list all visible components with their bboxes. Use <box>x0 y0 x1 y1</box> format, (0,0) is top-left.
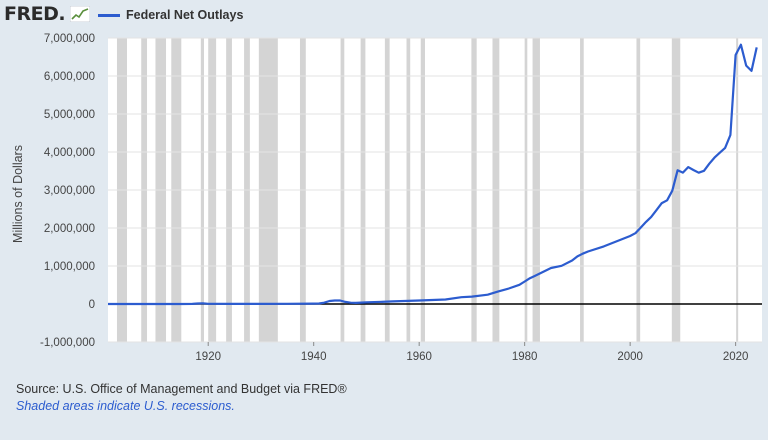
data-point <box>666 199 668 201</box>
data-point <box>207 303 209 305</box>
data-point <box>576 255 578 257</box>
graph-icon <box>70 6 90 22</box>
data-point <box>634 232 636 234</box>
data-point <box>328 300 330 302</box>
x-axis-ticks: 1920 1940 1960 1980 2000 2020 <box>195 342 748 363</box>
y-tick-label: 2,000,000 <box>44 223 95 235</box>
data-point <box>703 170 705 172</box>
x-tick-label: 1960 <box>406 351 432 363</box>
x-tick-label: 1940 <box>301 351 327 363</box>
data-point <box>756 46 758 48</box>
data-point <box>128 303 130 305</box>
chart-legend[interactable]: Federal Net Outlays <box>98 8 243 22</box>
line-chart[interactable]: -1,000,000 0 1,000,000 2,000,000 3,000,000 4,… <box>0 24 768 364</box>
data-point <box>713 156 715 158</box>
data-point <box>571 259 573 261</box>
recession-note: Shaded areas indicate U.S. recessions. <box>16 399 235 413</box>
data-point <box>671 189 673 191</box>
y-axis-ticks: -1,000,000 0 1,000,000 2,000,000 3,000,000 4,… <box>40 33 95 349</box>
data-point <box>745 64 747 66</box>
y-tick-label: 0 <box>89 299 95 311</box>
legend-series-label: Federal Net Outlays <box>126 8 244 22</box>
fred-logo-dot: . <box>58 3 66 25</box>
data-point <box>518 284 520 286</box>
data-point <box>581 252 583 254</box>
data-point <box>550 267 552 269</box>
legend-swatch <box>98 13 120 17</box>
y-tick-label: 1,000,000 <box>44 261 95 273</box>
data-point <box>629 235 631 237</box>
data-point <box>734 54 736 56</box>
data-point <box>497 290 499 292</box>
data-point <box>740 44 742 46</box>
data-point <box>312 302 314 304</box>
data-point <box>202 302 204 304</box>
data-point <box>418 299 420 301</box>
data-point <box>212 303 214 305</box>
y-tick-label: -1,000,000 <box>40 337 95 349</box>
data-point <box>349 301 351 303</box>
data-point <box>523 280 525 282</box>
y-tick-label: 4,000,000 <box>44 147 95 159</box>
data-point <box>355 302 357 304</box>
data-point <box>560 265 562 267</box>
data-point <box>692 169 694 171</box>
data-point <box>508 287 510 289</box>
data-point <box>487 293 489 295</box>
data-point <box>107 303 109 305</box>
data-point <box>650 216 652 218</box>
data-point <box>534 274 536 276</box>
y-tick-label: 5,000,000 <box>44 109 95 121</box>
source-text: Source: U.S. Office of Management and Bu… <box>16 382 347 396</box>
data-point <box>529 277 531 279</box>
data-point <box>181 303 183 305</box>
data-point <box>587 250 589 252</box>
data-point <box>661 202 663 204</box>
data-point <box>655 209 657 211</box>
data-point <box>339 299 341 301</box>
data-point <box>444 298 446 300</box>
data-point <box>260 303 262 305</box>
data-point <box>687 166 689 168</box>
data-point <box>645 221 647 223</box>
data-point <box>729 134 731 136</box>
data-point <box>196 302 198 304</box>
data-point <box>708 163 710 165</box>
data-point <box>286 303 288 305</box>
data-point <box>639 226 641 228</box>
data-point <box>233 303 235 305</box>
data-point <box>603 245 605 247</box>
data-point <box>724 147 726 149</box>
y-axis-label: Millions of Dollars <box>11 145 25 243</box>
data-point <box>750 70 752 72</box>
data-point <box>471 295 473 297</box>
x-tick-label: 1980 <box>512 351 538 363</box>
data-point <box>676 169 678 171</box>
data-point <box>154 303 156 305</box>
y-tick-label: 3,000,000 <box>44 185 95 197</box>
x-tick-label: 1920 <box>195 351 221 363</box>
x-tick-label: 2000 <box>617 351 643 363</box>
data-point <box>323 301 325 303</box>
data-point <box>682 171 684 173</box>
x-tick-label: 2020 <box>723 351 749 363</box>
grid-lines <box>108 37 762 343</box>
data-point <box>318 302 320 304</box>
chart-footer: Source: U.S. Office of Management and Bu… <box>16 382 347 413</box>
data-point <box>191 303 193 305</box>
data-point <box>392 300 394 302</box>
y-tick-label: 6,000,000 <box>44 71 95 83</box>
data-point <box>698 172 700 174</box>
data-point <box>334 299 336 301</box>
fred-logo[interactable]: FRED. <box>4 3 66 25</box>
data-point <box>344 301 346 303</box>
y-tick-label: 7,000,000 <box>44 33 95 45</box>
data-point <box>460 296 462 298</box>
series-line-federal-net-outlays[interactable] <box>108 43 758 306</box>
data-point <box>365 301 367 303</box>
data-point <box>719 151 721 153</box>
chart-header: FRED. Federal Net Outlays <box>0 0 768 32</box>
fred-logo-text: FRED <box>4 3 59 25</box>
